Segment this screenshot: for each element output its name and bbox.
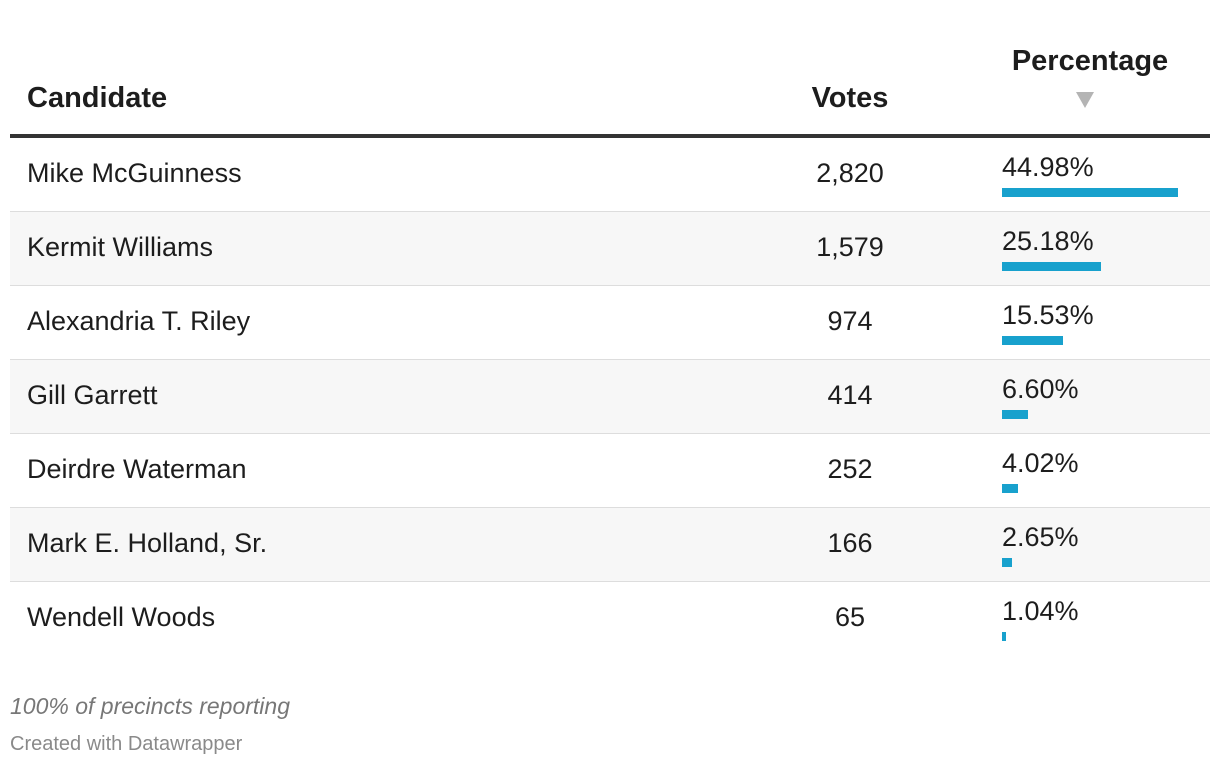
candidate-name: Alexandria T. Riley	[27, 306, 251, 336]
table-row: Gill Garrett 414 6.60%	[10, 360, 1210, 434]
percentage-label: 2.65%	[1002, 522, 1079, 552]
percentage-bar	[1002, 336, 1063, 345]
vote-count: 2,820	[816, 158, 884, 188]
table-row: Wendell Woods 65 1.04%	[10, 582, 1210, 655]
table-row: Deirdre Waterman 252 4.02%	[10, 434, 1210, 508]
header-candidate[interactable]: Candidate	[27, 82, 168, 114]
candidate-name: Kermit Williams	[27, 232, 213, 262]
candidate-name: Gill Garrett	[27, 380, 158, 410]
table-body: Mike McGuinness 2,820 44.98% Kermit William…	[10, 138, 1210, 655]
table-row: Alexandria T. Riley 974 15.53%	[10, 286, 1210, 360]
candidate-name: Mark E. Holland, Sr.	[27, 528, 268, 558]
percentage-bar	[1002, 262, 1101, 271]
percentage-label: 4.02%	[1002, 448, 1079, 478]
candidate-name: Deirdre Waterman	[27, 454, 247, 484]
percentage-label: 15.53%	[1002, 300, 1094, 330]
percentage-label: 44.98%	[1002, 152, 1094, 182]
vote-count: 166	[827, 528, 873, 558]
percentage-bar	[1002, 188, 1178, 197]
percentage-label: 25.18%	[1002, 226, 1094, 256]
table-header: Candidate Votes Percentage	[10, 0, 1210, 138]
vote-count: 252	[827, 454, 873, 484]
vote-count: 414	[827, 380, 873, 410]
vote-count: 1,579	[816, 232, 884, 262]
header-percentage[interactable]: Percentage	[1011, 45, 1169, 77]
percentage-label: 1.04%	[1002, 596, 1079, 626]
percentage-label: 6.60%	[1002, 374, 1079, 404]
table-notes: 100% of precincts reporting	[10, 693, 290, 719]
header-votes[interactable]: Votes	[811, 82, 889, 114]
vote-count: 974	[827, 306, 873, 336]
percentage-bar	[1002, 632, 1006, 641]
percentage-bar	[1002, 558, 1012, 567]
percentage-bar	[1002, 410, 1028, 419]
results-table: Candidate Votes Percentage Mike McGuinne…	[10, 0, 1210, 655]
table-row: Mike McGuinness 2,820 44.98%	[10, 138, 1210, 212]
percentage-bar	[1002, 484, 1018, 493]
vote-count: 65	[834, 602, 866, 632]
table-row: Mark E. Holland, Sr. 166 2.65%	[10, 508, 1210, 582]
credit-line[interactable]: Created with Datawrapper	[10, 733, 243, 755]
sort-descending-icon[interactable]	[1076, 92, 1094, 108]
candidate-name: Wendell Woods	[27, 602, 216, 632]
table-row: Kermit Williams 1,579 25.18%	[10, 212, 1210, 286]
candidate-name: Mike McGuinness	[27, 158, 242, 188]
